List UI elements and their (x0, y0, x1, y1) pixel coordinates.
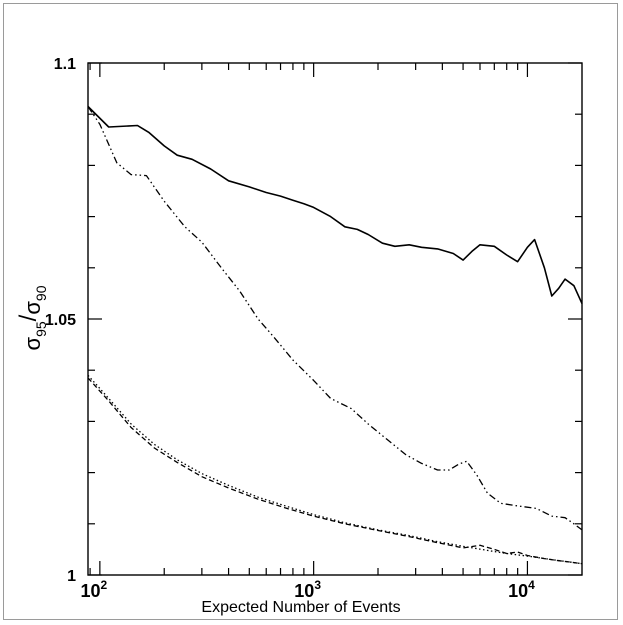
x-tick-exp: 2 (101, 578, 108, 592)
x-tick-label: 103 (294, 578, 321, 601)
series-line-2-dash-dot-dot (87, 106, 583, 531)
y-tick-label: 1 (67, 568, 76, 585)
x-tick-exp: 3 (314, 578, 321, 592)
y-tick-label: 1.05 (45, 312, 76, 329)
series-line-4-dashed (87, 377, 583, 565)
y-title-den-base: σ (20, 301, 45, 315)
x-tick-label: 102 (81, 578, 108, 601)
x-tick-base: 10 (81, 581, 101, 601)
y-tick-label: 1.1 (54, 56, 76, 73)
x-tick-base: 10 (294, 581, 314, 601)
series-layer (87, 105, 583, 565)
y-axis-title: σ95/σ90 (15, 285, 49, 350)
plot-area (87, 62, 583, 576)
y-title-den-sub: 90 (33, 285, 49, 301)
series-line-3-dotted (87, 374, 583, 565)
x-tick-base: 10 (508, 581, 528, 601)
x-tick-exp: 4 (528, 578, 535, 592)
axis-ticks (88, 62, 582, 576)
series-line-1-solid (87, 105, 583, 304)
y-title-num-base: σ (20, 336, 45, 350)
y-title-sep: / (15, 314, 42, 321)
x-tick-label: 104 (508, 578, 535, 601)
x-axis-title: Expected Number of Events (201, 599, 400, 616)
y-title-num-sub: 95 (33, 321, 49, 337)
figure-frame (3, 3, 618, 620)
